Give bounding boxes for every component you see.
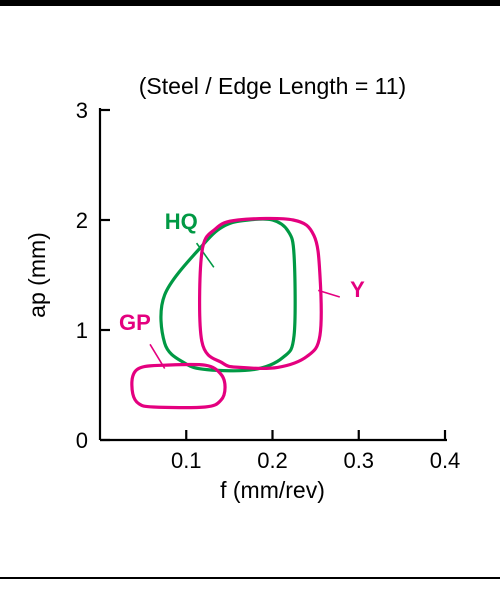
y-tick-label: 3 bbox=[76, 98, 88, 123]
x-tick-label: 0.4 bbox=[430, 448, 461, 473]
y-tick-label: 2 bbox=[76, 208, 88, 233]
series-label-y: Y bbox=[350, 277, 365, 302]
region-hq bbox=[161, 219, 295, 371]
top-border bbox=[0, 0, 500, 6]
chart-title: (Steel / Edge Length = 11) bbox=[139, 73, 406, 99]
bottom-border bbox=[0, 577, 500, 579]
x-tick-label: 0.3 bbox=[343, 448, 374, 473]
series-label-gp: GP bbox=[119, 310, 151, 335]
x-tick-label: 0.1 bbox=[171, 448, 202, 473]
y-axis-label: ap (mm) bbox=[24, 232, 50, 318]
y-tick-label: 1 bbox=[76, 318, 88, 343]
x-tick-label: 0.2 bbox=[257, 448, 288, 473]
chart-svg: (Steel / Edge Length = 11) 0.1 0.2 0.3 0.4 0 1… bbox=[0, 0, 500, 589]
series-label-hq: HQ bbox=[165, 209, 198, 234]
chart-frame: (Steel / Edge Length = 11) 0.1 0.2 0.3 0.4 0 1… bbox=[0, 0, 500, 589]
region-y bbox=[200, 218, 322, 368]
x-axis-label: f (mm/rev) bbox=[220, 477, 325, 503]
y-tick-label: 0 bbox=[76, 428, 88, 453]
